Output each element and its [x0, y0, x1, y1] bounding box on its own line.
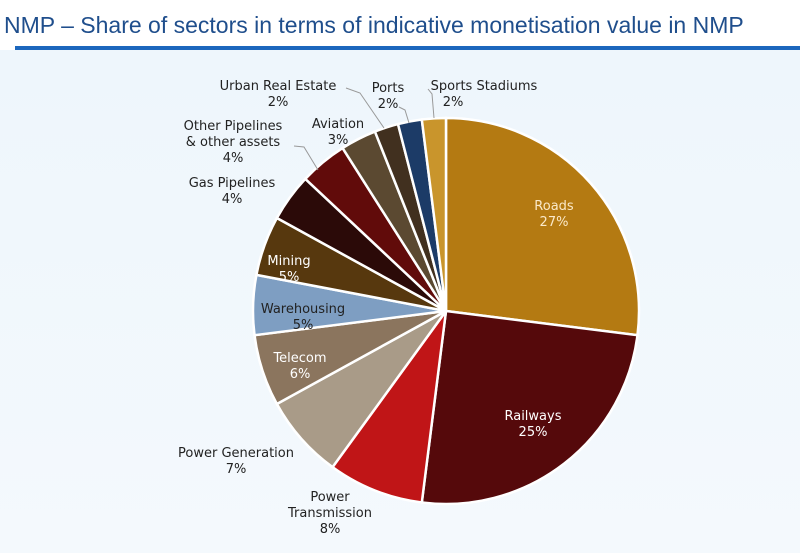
pie-slice-sports-stadiums	[420, 116, 448, 312]
data-label-name: Other Pipelines	[184, 119, 283, 134]
data-label-name: Power Generation	[178, 446, 294, 461]
data-label-name: Warehousing	[261, 302, 345, 317]
data-label-value: 27%	[540, 215, 569, 230]
leader-line	[427, 88, 435, 119]
pie-slice-power-transmission	[330, 310, 448, 504]
pie-slice-roads	[444, 116, 641, 337]
data-label-name: Power	[310, 490, 350, 505]
data-label-name: Railways	[504, 409, 561, 424]
data-label-value: 5%	[279, 270, 300, 285]
data-label-name: Sports Stadiums	[431, 79, 538, 94]
leader-line	[293, 145, 319, 171]
data-label-value: 8%	[320, 522, 341, 537]
data-label-value: 7%	[226, 462, 247, 477]
data-label-name: Telecom	[272, 351, 326, 366]
data-label-value: 25%	[519, 425, 548, 440]
data-label-value: 2%	[378, 97, 399, 112]
data-label-value: 6%	[290, 367, 311, 382]
leader-line	[398, 106, 410, 124]
data-label-name: Mining	[267, 254, 310, 269]
data-label-value: 2%	[443, 95, 464, 110]
data-label-name: Aviation	[312, 117, 364, 132]
data-label-name: Ports	[372, 81, 405, 96]
pie-slice-railways	[420, 309, 639, 506]
data-label-value: 3%	[328, 133, 349, 148]
data-label-name: Roads	[534, 199, 574, 214]
chart-title: NMP – Share of sectors in terms of indic…	[4, 12, 744, 38]
title-underline	[15, 46, 800, 50]
leader-line	[345, 87, 385, 129]
data-label-name: Gas Pipelines	[189, 176, 276, 191]
data-label-name: Transmission	[287, 506, 372, 521]
data-label-value: 4%	[222, 192, 243, 207]
data-label-value: 4%	[223, 151, 244, 166]
data-label-value: 2%	[268, 95, 289, 110]
data-label-name: & other assets	[186, 135, 281, 150]
data-label-name: Urban Real Estate	[220, 79, 337, 94]
data-label-value: 5%	[293, 318, 314, 333]
